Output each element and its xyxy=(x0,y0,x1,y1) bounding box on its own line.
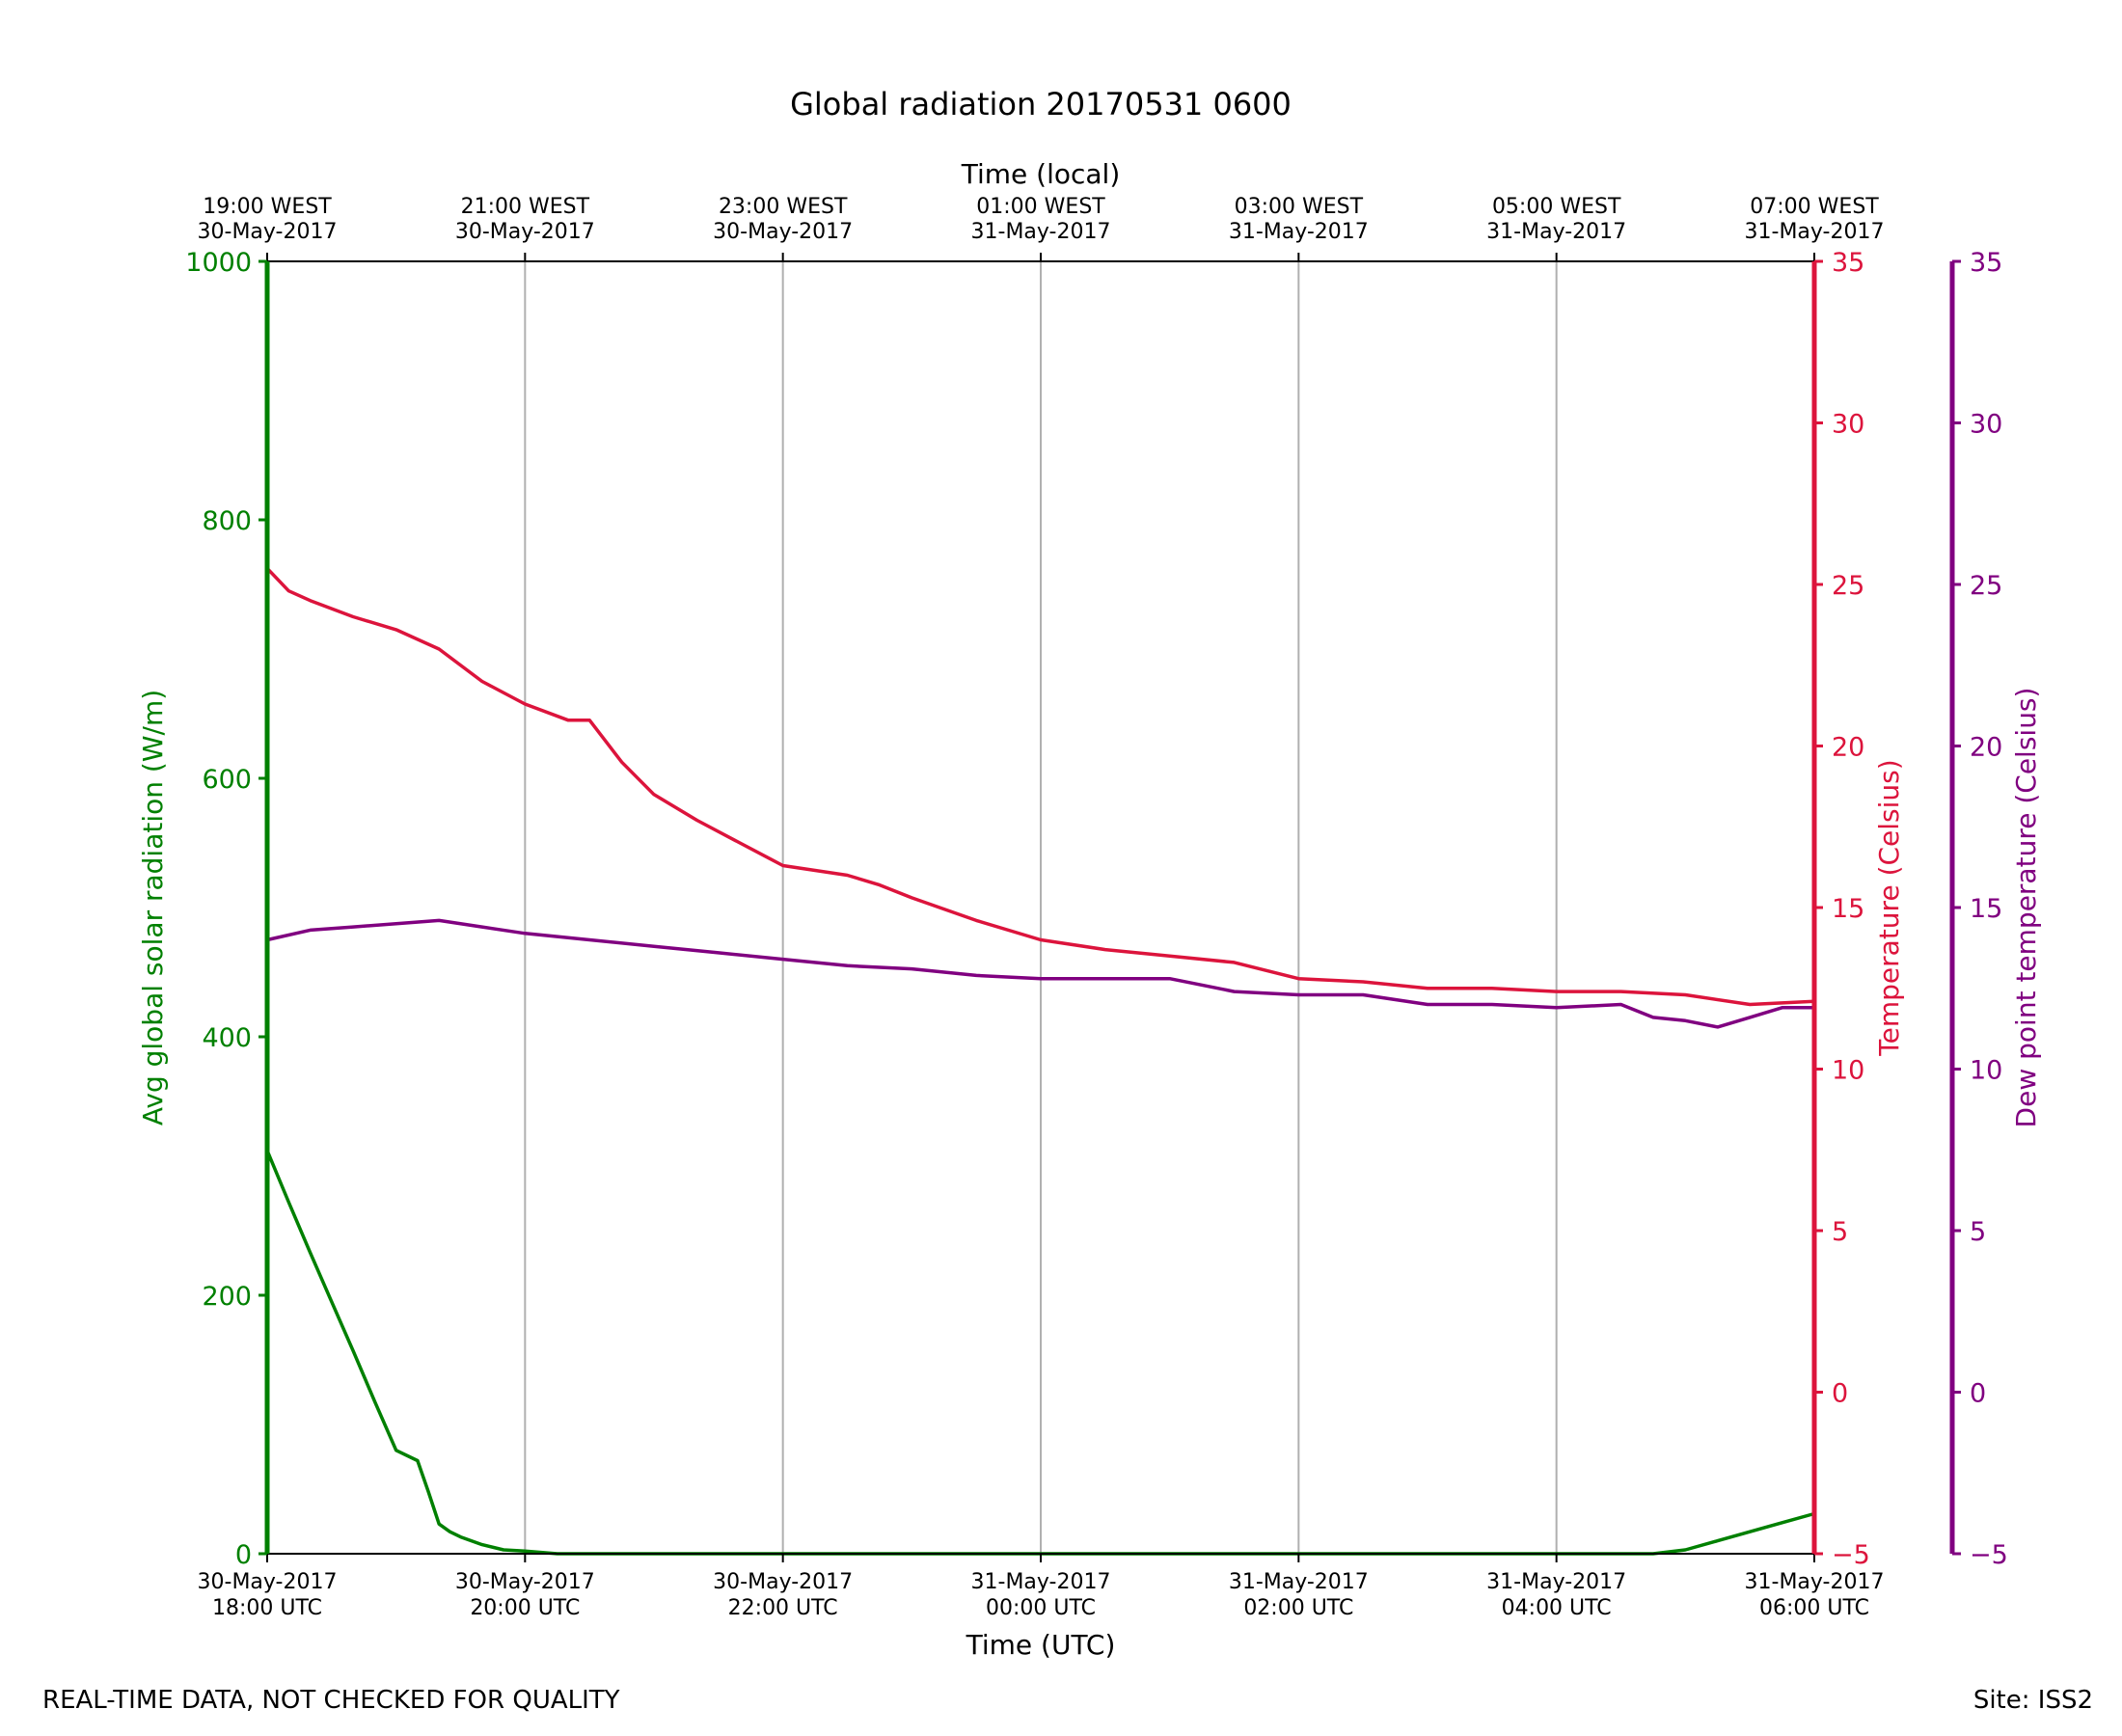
x-tick-label-local-date: 31-May-2017 xyxy=(1745,220,1885,244)
radiation-tick-label: 600 xyxy=(202,765,252,795)
x-tick-label-utc-date: 31-May-2017 xyxy=(1745,1570,1885,1594)
x-tick-label-utc-date: 30-May-2017 xyxy=(713,1570,853,1594)
x-tick-label-local-time: 19:00 WEST xyxy=(203,195,332,219)
radiation-tick-label: 800 xyxy=(202,506,252,536)
temperature-tick-label: 5 xyxy=(1832,1217,1848,1247)
radiation-tick-label: 0 xyxy=(235,1540,252,1570)
x-tick-label-local-date: 31-May-2017 xyxy=(1486,220,1626,244)
temperature-tick-label: 30 xyxy=(1832,410,1864,440)
radiation-tick-label: 400 xyxy=(202,1023,252,1053)
radiation-tick-label: 200 xyxy=(202,1282,252,1312)
x-tick-label-local-date: 30-May-2017 xyxy=(713,220,853,244)
temperature-tick-label: 35 xyxy=(1832,248,1864,278)
x-tick-label-local-time: 01:00 WEST xyxy=(976,195,1105,219)
temperature-tick-label: 0 xyxy=(1832,1379,1848,1409)
dewpoint-tick-label: 0 xyxy=(1970,1379,1986,1409)
quality-disclaimer: REAL-TIME DATA, NOT CHECKED FOR QUALITY xyxy=(42,1686,620,1715)
temperature-tick-label: 10 xyxy=(1832,1056,1864,1086)
x-tick-label-utc-time: 00:00 UTC xyxy=(986,1596,1096,1620)
temperature-tick-label: −5 xyxy=(1832,1540,1870,1570)
radiation-axis-label: Avg global solar radiation (W/m) xyxy=(137,690,169,1126)
x-tick-label-local-time: 05:00 WEST xyxy=(1492,195,1621,219)
dewpoint-tick-label: 20 xyxy=(1970,733,2002,763)
dewpoint-axis-label: Dew point temperature (Celsius) xyxy=(2010,688,2042,1128)
x-tick-label-utc-date: 31-May-2017 xyxy=(1229,1570,1369,1594)
x-tick-label-local-time: 07:00 WEST xyxy=(1750,195,1879,219)
x-tick-label-local-date: 31-May-2017 xyxy=(1229,220,1369,244)
x-tick-label-utc-time: 22:00 UTC xyxy=(728,1596,838,1620)
grid-lines xyxy=(524,261,1558,1554)
x-tick-label-utc-date: 30-May-2017 xyxy=(455,1570,595,1594)
x-tick-label-local-date: 30-May-2017 xyxy=(198,220,338,244)
x-tick-label-utc-time: 04:00 UTC xyxy=(1502,1596,1612,1620)
dewpoint-tick-label: 30 xyxy=(1970,410,2002,440)
x-tick-label-utc-time: 20:00 UTC xyxy=(470,1596,580,1620)
x-tick-label-local-time: 21:00 WEST xyxy=(461,195,590,219)
x-tick-label-local-time: 03:00 WEST xyxy=(1235,195,1364,219)
dewpoint-tick-label: 5 xyxy=(1970,1217,1986,1247)
chart-title: Global radiation 20170531 0600 xyxy=(790,86,1292,122)
radiation-series-line xyxy=(265,1150,1815,1556)
temperature-tick-label: 20 xyxy=(1832,733,1864,763)
x-tick-label-utc-date: 31-May-2017 xyxy=(1486,1570,1626,1594)
x-tick-label-local-date: 31-May-2017 xyxy=(971,220,1111,244)
temperature-tick-label: 25 xyxy=(1832,571,1864,601)
axes-layer xyxy=(258,253,1961,1562)
x-tick-label-local-date: 30-May-2017 xyxy=(455,220,595,244)
site-label: Site: ISS2 xyxy=(1972,1686,2093,1715)
dewpoint-series-line xyxy=(266,918,1814,1029)
dewpoint-tick-label: −5 xyxy=(1970,1540,2008,1570)
temperature-axis-label: Temperature (Celsius) xyxy=(1873,759,1905,1056)
x-tick-label-utc-time: 02:00 UTC xyxy=(1243,1596,1353,1620)
temperature-tick-label: 15 xyxy=(1832,894,1864,924)
x-tick-label-utc-date: 31-May-2017 xyxy=(971,1570,1111,1594)
x-axis-label-bottom: Time (UTC) xyxy=(966,1629,1116,1661)
dewpoint-tick-label: 10 xyxy=(1970,1056,2002,1086)
dewpoint-tick-label: 25 xyxy=(1970,571,2002,601)
x-tick-label-local-time: 23:00 WEST xyxy=(719,195,848,219)
x-tick-label-utc-time: 18:00 UTC xyxy=(212,1596,322,1620)
x-tick-label-utc-date: 30-May-2017 xyxy=(198,1570,338,1594)
dewpoint-tick-label: 35 xyxy=(1970,248,2002,278)
radiation-tick-label: 1000 xyxy=(185,248,252,278)
x-tick-label-utc-time: 06:00 UTC xyxy=(1759,1596,1869,1620)
x-axis-label-top: Time (local) xyxy=(961,158,1121,190)
temperature-series-line xyxy=(265,567,1815,1007)
series-layer xyxy=(265,567,1815,1556)
dewpoint-tick-label: 15 xyxy=(1970,894,2002,924)
